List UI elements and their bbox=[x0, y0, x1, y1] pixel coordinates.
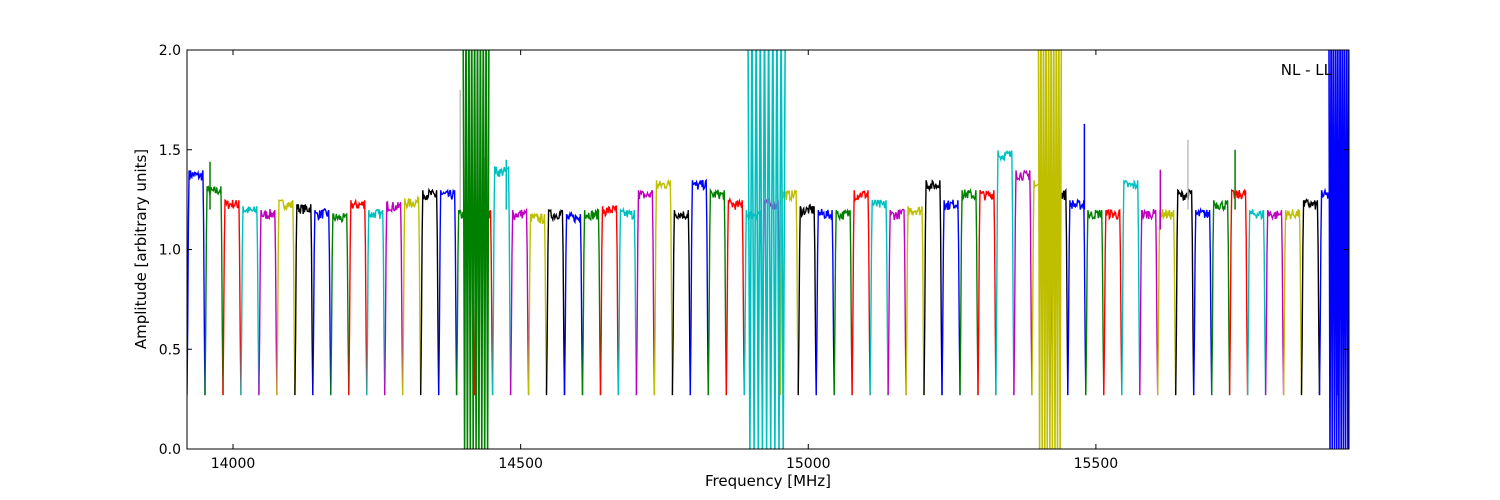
channel-line bbox=[581, 208, 602, 396]
x-tick-label: 15000 bbox=[786, 456, 831, 472]
channel-line bbox=[294, 204, 314, 396]
series-layer bbox=[187, 50, 1349, 449]
y-tick-label: 1.0 bbox=[159, 243, 181, 259]
channel-line bbox=[366, 208, 386, 396]
y-tick-label: 2.0 bbox=[159, 43, 181, 59]
channel-line bbox=[1282, 209, 1303, 396]
channel-line bbox=[1264, 209, 1285, 396]
channel-line bbox=[509, 207, 530, 396]
channel-line bbox=[635, 189, 656, 396]
x-tick-label: 14500 bbox=[498, 456, 543, 472]
channel-line bbox=[1067, 198, 1087, 396]
channel-line bbox=[420, 187, 440, 396]
channel-line bbox=[348, 198, 368, 396]
y-tick-label: 1.5 bbox=[159, 143, 181, 159]
channel-line bbox=[815, 208, 835, 396]
channel-line bbox=[707, 187, 727, 396]
channel-line bbox=[402, 195, 422, 396]
channel-line bbox=[797, 203, 817, 396]
channel-line bbox=[1121, 179, 1141, 396]
channel-line bbox=[222, 199, 242, 396]
channel-line bbox=[1228, 188, 1249, 396]
channel-line bbox=[617, 206, 638, 396]
channel-line bbox=[1139, 208, 1159, 396]
x-axis-label: Frequency [MHz] bbox=[705, 472, 831, 490]
channel-line bbox=[384, 201, 404, 396]
channel-line bbox=[1246, 209, 1267, 396]
channel-line bbox=[1103, 208, 1123, 396]
channel-line bbox=[438, 188, 458, 396]
channel-line bbox=[563, 210, 584, 396]
channel-line bbox=[258, 209, 278, 396]
y-tick-label: 0.5 bbox=[159, 342, 181, 358]
channel-line bbox=[959, 188, 979, 396]
channel-line bbox=[330, 212, 350, 396]
channel-line bbox=[240, 206, 260, 396]
channel-line bbox=[187, 169, 206, 396]
channel-line bbox=[779, 189, 799, 396]
channel-line bbox=[599, 205, 620, 396]
channel-line bbox=[527, 212, 548, 396]
channel-line bbox=[1013, 169, 1033, 396]
channel-line bbox=[1193, 207, 1213, 396]
channel-line bbox=[941, 199, 961, 396]
channel-line bbox=[905, 206, 925, 396]
x-tick-label: 14000 bbox=[211, 456, 256, 472]
channel-line bbox=[725, 197, 745, 396]
channel-line bbox=[869, 199, 889, 396]
channel-line bbox=[977, 189, 997, 396]
y-axis-label: Amplitude [arbitrary units] bbox=[132, 149, 150, 349]
channel-line bbox=[653, 178, 674, 396]
channel-line bbox=[887, 208, 907, 396]
channel-line bbox=[204, 184, 224, 396]
channel-line bbox=[689, 178, 709, 396]
channel-line bbox=[1210, 199, 1231, 396]
channel-line bbox=[923, 179, 943, 396]
channel-line bbox=[833, 208, 853, 396]
channel-line bbox=[491, 166, 512, 396]
y-tick-label: 0.0 bbox=[159, 442, 181, 458]
channel-line bbox=[995, 150, 1015, 396]
channel-line bbox=[1085, 209, 1105, 396]
x-tick-label: 15500 bbox=[1074, 456, 1119, 472]
channel-line bbox=[851, 190, 871, 396]
channel-line bbox=[1300, 197, 1321, 396]
annotation-label: NL - LL bbox=[1281, 61, 1333, 79]
channel-line bbox=[671, 210, 691, 396]
channel-line bbox=[545, 208, 566, 396]
channel-line bbox=[312, 207, 332, 396]
ticks-layer: 14000 14500 15000 15500 0.0 0.5 1.0 1.5 2.0 bbox=[159, 43, 1349, 472]
channel-line bbox=[1174, 188, 1195, 396]
channel-line bbox=[276, 199, 296, 396]
